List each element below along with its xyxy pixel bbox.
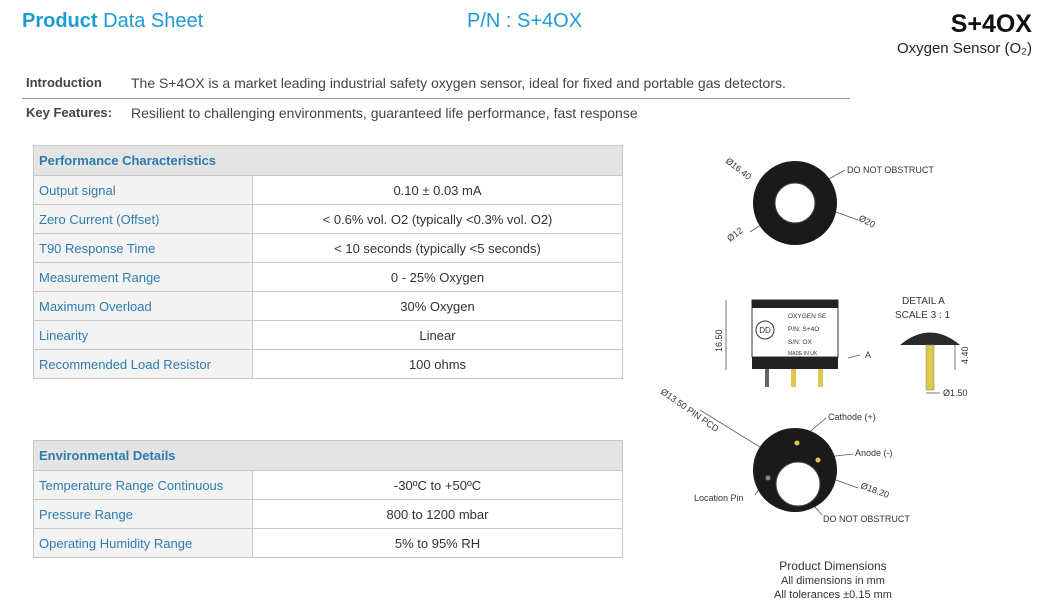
table-title: Performance Characteristics <box>33 145 623 176</box>
side-base <box>752 357 838 369</box>
dimensions-title: Product Dimensions <box>779 559 886 573</box>
table-row: Linearity Linear <box>33 320 623 350</box>
detail-scale: SCALE 3 : 1 <box>895 310 950 321</box>
table-title: Environmental Details <box>33 440 623 471</box>
divider <box>22 98 850 99</box>
part-number: P/N : S+4OX <box>467 10 583 32</box>
row-value: 0 - 25% Oxygen <box>252 262 623 292</box>
title-bold: Product <box>22 10 98 32</box>
sensor-label: OXYGEN SE <box>788 313 827 320</box>
sensor-label: S/N: OX <box>788 339 813 346</box>
detail-pin <box>925 344 935 391</box>
features-text: Resilient to challenging environments, g… <box>131 105 638 121</box>
row-label: Operating Humidity Range <box>33 528 253 558</box>
performance-table: Performance Characteristics Output signal… <box>33 145 623 379</box>
dim-label: 16.50 <box>714 329 724 352</box>
pin <box>818 369 823 387</box>
features-label: Key Features: <box>26 105 112 120</box>
dim-label: A <box>865 350 871 360</box>
dim-label: 4.40 <box>960 346 970 364</box>
sensor-logo: DD <box>759 326 771 335</box>
row-label: Maximum Overload <box>33 291 253 321</box>
environmental-table: Environmental Details Temperature Range C… <box>33 440 623 558</box>
detail-title: DETAIL A <box>902 296 945 307</box>
table-row: T90 Response Time < 10 seconds (typically… <box>33 233 623 263</box>
header-row: Environmental Details <box>33 440 623 471</box>
dim-label: Ø1.50 <box>943 388 968 398</box>
row-value: 5% to 95% RH <box>252 528 623 558</box>
row-label: T90 Response Time <box>33 233 253 263</box>
row-label: Pressure Range <box>33 499 253 529</box>
dim-label: Ø16.40 <box>724 156 753 182</box>
row-label: Output signal <box>33 175 253 205</box>
top-view-hole <box>774 182 816 224</box>
table-row: Operating Humidity Range 5% to 95% RH <box>33 528 623 558</box>
dim-label: Anode (-) <box>855 448 893 458</box>
bottom-view-hole <box>775 461 821 507</box>
detail-cap <box>900 332 960 345</box>
row-label: Zero Current (Offset) <box>33 204 253 234</box>
side-cap <box>752 300 838 308</box>
header-row: Performance Characteristics <box>33 145 623 176</box>
pin-dot <box>765 475 771 481</box>
table-row: Maximum Overload 30% Oxygen <box>33 291 623 321</box>
pin-dot <box>794 440 800 446</box>
table-row: Output signal 0.10 ± 0.03 mA <box>33 175 623 205</box>
logo-ring <box>755 320 775 340</box>
dim-label: DO NOT OBSTRUCT <box>847 165 934 175</box>
dim-label: Ø12 <box>725 225 745 243</box>
dim-label: Location Pin <box>694 493 744 503</box>
dim-label: DO NOT OBSTRUCT <box>823 514 910 524</box>
row-value: < 10 seconds (typically <5 seconds) <box>252 233 623 263</box>
dim-label: Ø18.20 <box>859 480 890 499</box>
doc-title: Product Data Sheet <box>22 10 203 33</box>
subtitle: Oxygen Sensor (O₂) <box>896 40 1032 57</box>
sensor-label: P/N: S+4O <box>788 326 819 333</box>
pin-dot <box>815 457 821 463</box>
row-value: 100 ohms <box>252 349 623 379</box>
pin <box>765 369 769 387</box>
title-rest: Data Sheet <box>103 10 204 32</box>
intro-label: Introduction <box>26 75 102 90</box>
dim-label: Cathode (+) <box>828 412 876 422</box>
dim-label: Ø13.50 PIN PCD <box>659 386 721 434</box>
table-row: Recommended Load Resistor 100 ohms <box>33 349 623 379</box>
row-value: Linear <box>252 320 623 350</box>
dim-label: Ø20 <box>857 213 877 230</box>
sensor-label: MADE IN UK <box>788 351 818 357</box>
intro-text: The S+4OX is a market leading industrial… <box>131 75 786 91</box>
dimensions-note: All tolerances ±0.15 mm <box>774 589 892 601</box>
model: S+4OX <box>950 10 1032 38</box>
pin <box>791 369 796 387</box>
row-value: 0.10 ± 0.03 mA <box>252 175 623 205</box>
dimensions-note: All dimensions in mm <box>781 575 885 587</box>
